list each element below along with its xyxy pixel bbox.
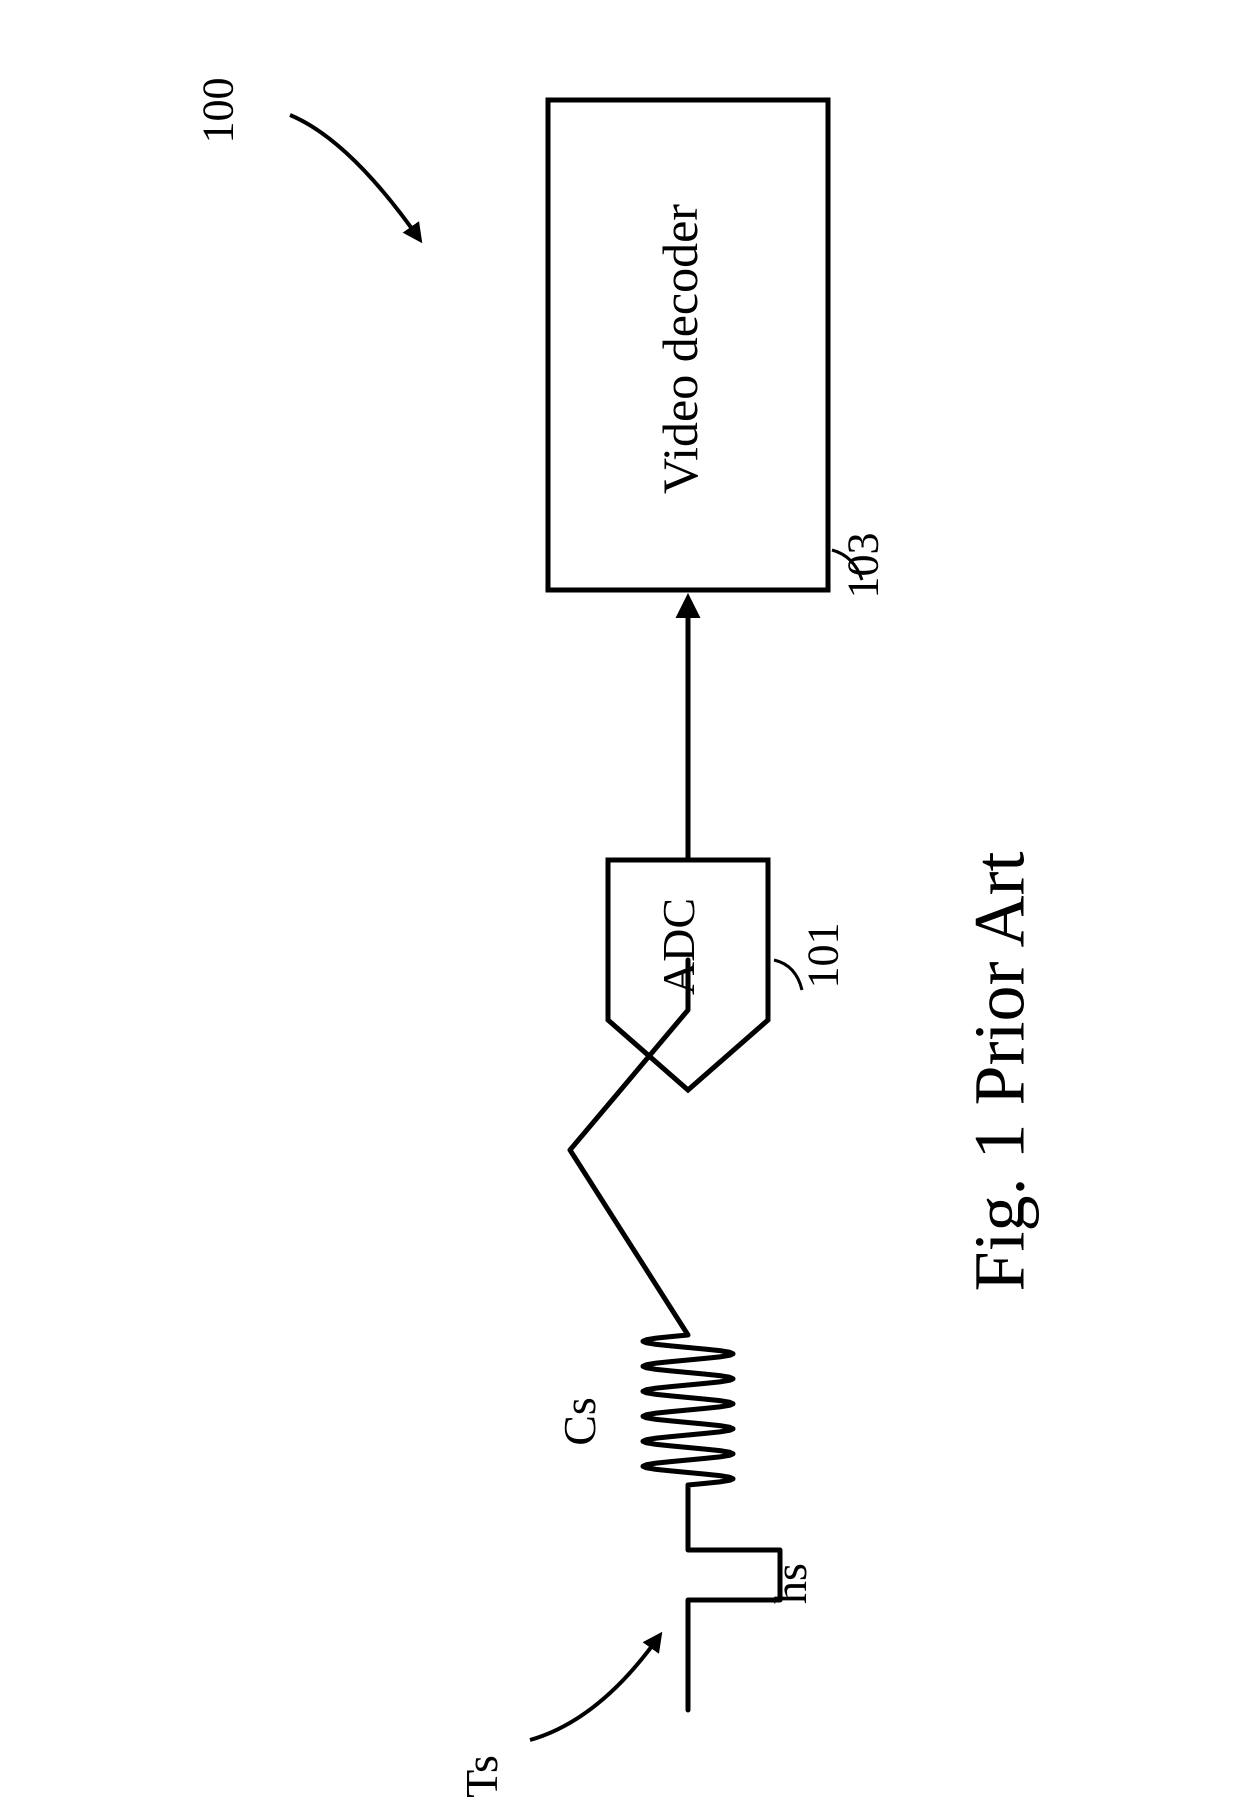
decoder-label: Video decoder [651,189,709,509]
figure-caption: Fig. 1 Prior Art [959,822,1042,1322]
tv-signal-waveform [570,960,780,1710]
hs-label: hs [764,1563,817,1604]
diagram-canvas [0,0,1235,1816]
system-ref-arrow [290,115,420,240]
adc-ref-label: 101 [798,923,849,989]
decoder-ref-label: 103 [838,533,889,599]
ts-label: Ts [455,1755,508,1798]
system-ref-label: 100 [193,78,244,144]
ts-pointer-arrow [530,1635,660,1740]
cs-label: Cs [553,1397,606,1446]
adc-label: ADC [652,898,705,995]
